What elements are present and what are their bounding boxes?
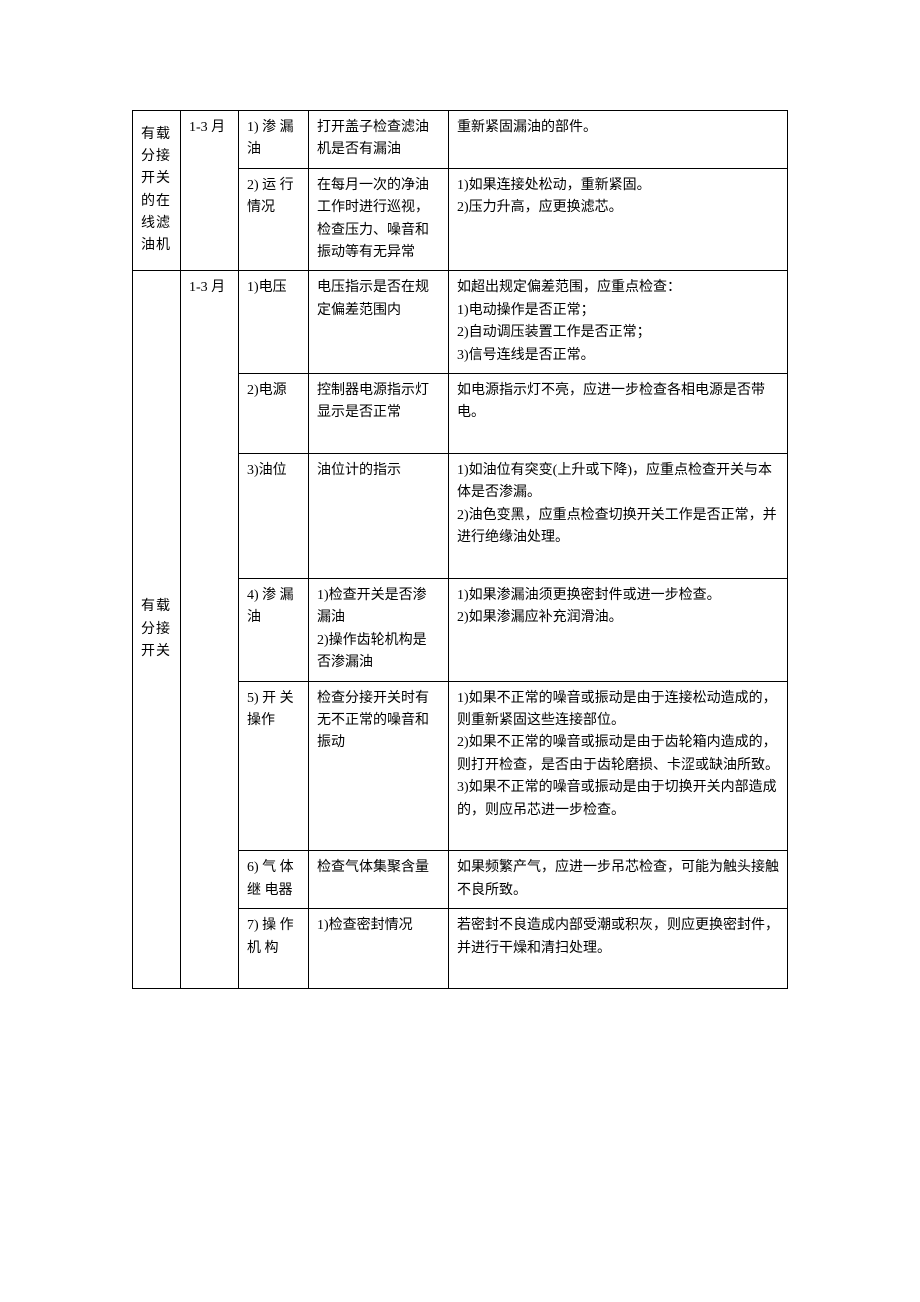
method-cell: 控制器电源指示灯显示是否正常: [309, 373, 449, 453]
item-cell: 6) 气 体继 电器: [239, 851, 309, 909]
method-cell: 检查气体集聚含量: [309, 851, 449, 909]
judgment-cell: 1)如油位有突变(上升或下降)，应重点检查开关与本体是否渗漏。 2)油色变黑，应…: [449, 454, 788, 579]
judgment-cell: 重新紧固漏油的部件。: [449, 111, 788, 169]
judgment-cell: 如超出规定偏差范围，应重点检查： 1)电动操作是否正常； 2)自动调压装置工作是…: [449, 271, 788, 374]
item-cell: 4) 渗 漏油: [239, 579, 309, 682]
judgment-cell: 如果频繁产气，应进一步吊芯检查，可能为触头接触不良所致。: [449, 851, 788, 909]
item-cell: 2) 运 行情况: [239, 168, 309, 271]
method-cell: 检查分接开关时有无不正常的噪音和振动: [309, 681, 449, 851]
cycle-cell: 1-3 月: [181, 271, 239, 989]
component-cell: 有载分接开关: [133, 271, 181, 989]
table-row: 有载分接开关的在线滤油机 1-3 月 1) 渗 漏油 打开盖子检查滤油机是否有漏…: [133, 111, 788, 169]
item-cell: 2)电源: [239, 373, 309, 453]
method-cell: 电压指示是否在规定偏差范围内: [309, 271, 449, 374]
method-cell: 油位计的指示: [309, 454, 449, 579]
judgment-cell: 1)如果渗漏油须更换密封件或进一步检查。 2)如果渗漏应补充润滑油。: [449, 579, 788, 682]
judgment-cell: 若密封不良造成内部受潮或积灰，则应更换密封件，并进行干燥和清扫处理。: [449, 909, 788, 989]
judgment-cell: 1)如果连接处松动，重新紧固。 2)压力升高，应更换滤芯。: [449, 168, 788, 271]
inspection-table: 有载分接开关的在线滤油机 1-3 月 1) 渗 漏油 打开盖子检查滤油机是否有漏…: [132, 110, 788, 989]
method-cell: 1)检查开关是否渗漏油 2)操作齿轮机构是否渗漏油: [309, 579, 449, 682]
component-cell: 有载分接开关的在线滤油机: [133, 111, 181, 271]
judgment-cell: 1)如果不正常的噪音或振动是由于连接松动造成的，则重新紧固这些连接部位。 2)如…: [449, 681, 788, 851]
table-row: 有载分接开关 1-3 月 1)电压 电压指示是否在规定偏差范围内 如超出规定偏差…: [133, 271, 788, 374]
method-cell: 打开盖子检查滤油机是否有漏油: [309, 111, 449, 169]
item-cell: 1) 渗 漏油: [239, 111, 309, 169]
method-cell: 在每月一次的净油工作时进行巡视，检查压力、噪音和振动等有无异常: [309, 168, 449, 271]
item-cell: 1)电压: [239, 271, 309, 374]
judgment-cell: 如电源指示灯不亮，应进一步检查各相电源是否带电。: [449, 373, 788, 453]
item-cell: 3)油位: [239, 454, 309, 579]
cycle-cell: 1-3 月: [181, 111, 239, 271]
method-cell: 1)检查密封情况: [309, 909, 449, 989]
item-cell: 7) 操 作机 构: [239, 909, 309, 989]
item-cell: 5) 开 关操作: [239, 681, 309, 851]
